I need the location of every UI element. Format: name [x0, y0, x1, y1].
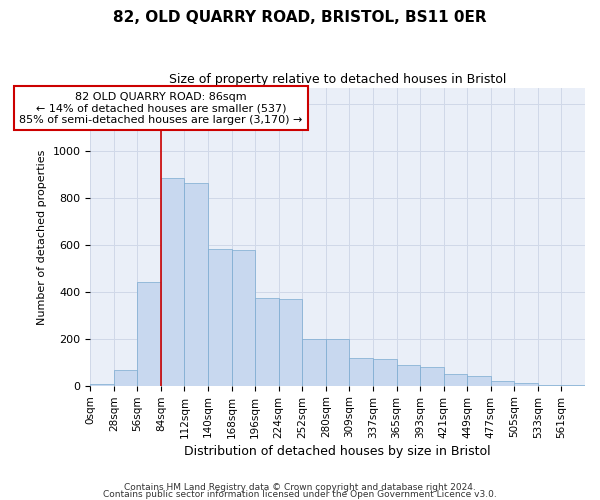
Bar [420, 367, 443, 386]
Bar [232, 250, 255, 386]
Bar [397, 365, 420, 386]
Text: Contains HM Land Registry data © Crown copyright and database right 2024.: Contains HM Land Registry data © Crown c… [124, 484, 476, 492]
Text: 82, OLD QUARRY ROAD, BRISTOL, BS11 0ER: 82, OLD QUARRY ROAD, BRISTOL, BS11 0ER [113, 10, 487, 25]
Bar [443, 374, 467, 386]
Bar [514, 383, 538, 386]
Bar [349, 358, 373, 386]
Bar [255, 298, 279, 386]
Bar [302, 339, 326, 386]
Bar [208, 249, 232, 386]
Text: 82 OLD QUARRY ROAD: 86sqm
← 14% of detached houses are smaller (537)
85% of semi: 82 OLD QUARRY ROAD: 86sqm ← 14% of detac… [19, 92, 302, 125]
Title: Size of property relative to detached houses in Bristol: Size of property relative to detached ho… [169, 72, 506, 86]
Bar [90, 384, 114, 386]
Bar [467, 376, 491, 386]
Bar [137, 282, 161, 386]
Bar [373, 360, 397, 386]
Text: Contains public sector information licensed under the Open Government Licence v3: Contains public sector information licen… [103, 490, 497, 499]
Bar [161, 178, 184, 386]
Y-axis label: Number of detached properties: Number of detached properties [37, 149, 47, 324]
Bar [114, 370, 137, 386]
X-axis label: Distribution of detached houses by size in Bristol: Distribution of detached houses by size … [184, 444, 491, 458]
Bar [326, 340, 349, 386]
Bar [279, 298, 302, 386]
Bar [538, 385, 562, 386]
Bar [184, 183, 208, 386]
Bar [491, 382, 514, 386]
